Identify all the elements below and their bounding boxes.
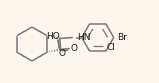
Text: Cl: Cl [107, 43, 116, 52]
Text: O: O [70, 44, 77, 53]
Text: HO: HO [46, 32, 60, 41]
Text: O: O [58, 49, 65, 58]
Text: HN: HN [77, 33, 90, 42]
Text: Br: Br [117, 33, 127, 42]
